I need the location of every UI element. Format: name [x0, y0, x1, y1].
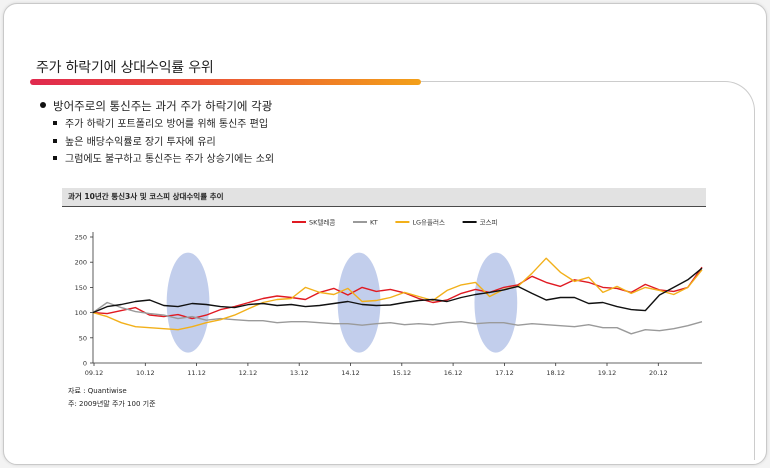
x-tick-label: 12.12 [239, 369, 258, 375]
slide-title: 주가 하락기에 상대수익률 우위 [36, 60, 214, 76]
series-line [92, 301, 703, 335]
sub-bullet: 주가 하락기 포트폴리오 방어를 위해 통신주 편입 [40, 116, 274, 134]
legend-label: SK텔레콤 [309, 218, 335, 227]
title-underline-bar [30, 79, 421, 85]
x-tick-label: 20.12 [649, 369, 668, 375]
x-tick-label: 17.12 [495, 369, 514, 375]
highlight-ellipse [337, 252, 381, 353]
square-bullet-icon [53, 138, 57, 143]
sub-bullet: 높은 배당수익률로 장기 투자에 유리 [40, 134, 274, 152]
chart-title: 과거 10년간 통신3사 및 코스피 상대수익률 추이 [68, 192, 224, 201]
x-tick-label: 09.12 [85, 369, 104, 375]
series-line [92, 257, 703, 331]
bullet-dot-icon [40, 102, 46, 108]
bullet-list: 방어주로의 통신주는 과거 주가 하락기에 각광 주가 하락기 포트폴리오 방어… [40, 96, 274, 169]
y-tick-label: 0 [83, 360, 87, 368]
y-tick-label: 200 [75, 259, 87, 267]
sub-bullet-text: 주가 하락기 포트폴리오 방어를 위해 통신주 편입 [65, 119, 269, 130]
highlight-ellipse [474, 252, 518, 353]
highlight-ellipse [166, 252, 210, 353]
y-tick-label: 100 [75, 309, 87, 317]
y-tick-label: 50 [79, 334, 87, 342]
y-tick-label: 250 [75, 234, 87, 242]
y-tick-label: 150 [75, 284, 87, 292]
x-tick-label: 18.12 [546, 369, 565, 375]
source-note: 자료 : Quantiwise [68, 387, 127, 395]
x-tick-label: 13.12 [290, 369, 309, 375]
square-bullet-icon [53, 156, 57, 160]
x-tick-label: 19.12 [598, 369, 617, 375]
sub-bullet-text: 그럼에도 불구하고 통신주는 주가 상승기에는 소외 [65, 154, 275, 165]
main-bullet: 방어주로의 통신주는 과거 주가 하락기에 각광 [40, 96, 274, 116]
sub-bullet: 그럼에도 불구하고 통신주는 주가 상승기에는 소외 [40, 151, 274, 169]
x-tick-label: 14.12 [341, 369, 360, 375]
footnote: 주: 2009년말 주가 100 기준 [68, 400, 156, 408]
square-bullet-icon [53, 121, 57, 125]
x-tick-label: 16.12 [444, 369, 463, 375]
series-line [92, 266, 703, 320]
frame-decoration-line [421, 81, 755, 460]
main-bullet-text: 방어주로의 통신주는 과거 주가 하락기에 각광 [53, 99, 273, 113]
chart: 0 50 100 150 200 250 09.12 10.12 11.12 12.12 13.12… [75, 218, 703, 375]
legend-label: 코스피 [480, 218, 498, 227]
series-line [92, 267, 703, 314]
sub-bullet-text: 높은 배당수익률로 장기 투자에 유리 [65, 136, 216, 148]
legend-label: LG유플러스 [412, 218, 445, 227]
legend-label: KT [370, 219, 378, 227]
x-tick-label: 10.12 [136, 369, 155, 375]
chart-title-bar: 과거 10년간 통신3사 및 코스피 상대수익률 추이 [62, 188, 706, 207]
x-tick-label: 11.12 [187, 369, 206, 375]
x-tick-label: 15.12 [392, 369, 411, 375]
